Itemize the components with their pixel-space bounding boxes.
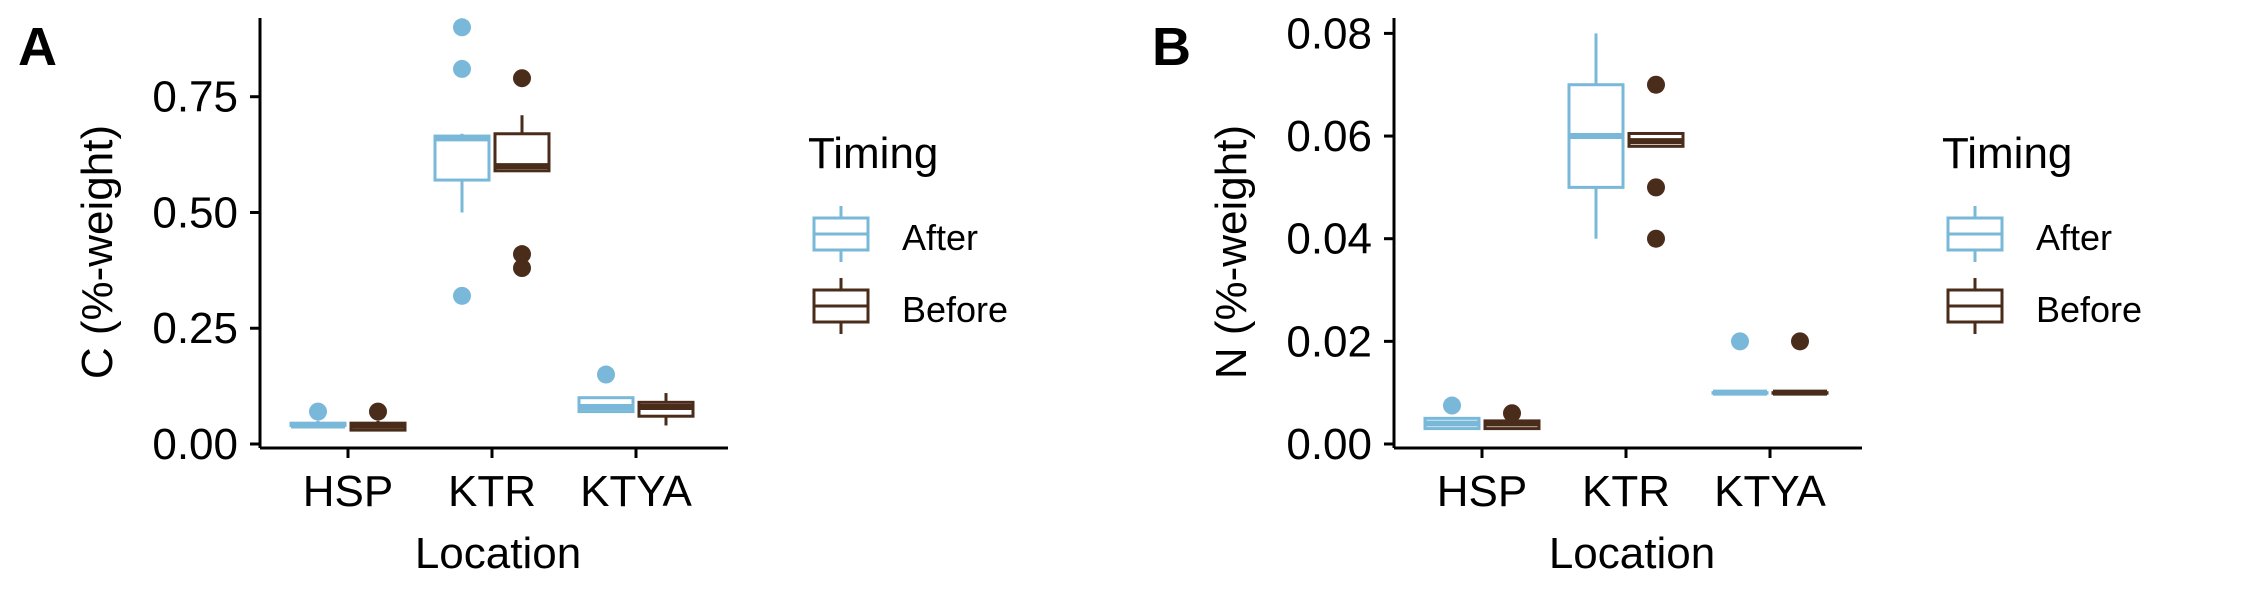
panel-b-before-ktya-outlier [1791, 332, 1809, 351]
panel-a-after-hsp-outlier [309, 402, 327, 421]
panel-b-letter: B [1152, 17, 1191, 77]
panel-b-legend-label-after: After [2036, 217, 2112, 258]
panel-a-y-tick-label: 0.75 [152, 73, 238, 122]
panel-a-y-tick-label: 0.00 [152, 420, 238, 469]
panel-a-y-axis-title: C (%-weight) [73, 125, 122, 379]
panel-b-legend-title: Timing [1942, 129, 2072, 178]
panel-b-y-tick-label: 0.06 [1286, 112, 1372, 161]
panel-a: A C (%-weight) Location 0.00 0.25 0.50 0.75… [18, 17, 1008, 578]
panel-b-y-tick-label: 0.00 [1286, 420, 1372, 469]
panel-a-legend-title: Timing [808, 129, 938, 178]
panel-a-after-ktr-outlier [453, 286, 471, 305]
panel-a-legend-keys [812, 206, 870, 334]
panel-a-x-tick-label: KTYA [580, 467, 692, 516]
panel-b-before-ktr-outlier [1647, 75, 1665, 94]
panel-b-x-axis-title: Location [1549, 529, 1715, 578]
panel-a-plot-area: 0.00 0.25 0.50 0.75 HSP KTR KTYA [152, 18, 728, 516]
panel-a-x-axis-title: Location [415, 529, 581, 578]
panel-a-legend: Timing After Before [808, 129, 1008, 334]
panel-a-before-ktr-outlier [513, 259, 531, 278]
panel-a-after-ktr-outlier [453, 18, 471, 37]
panel-a-legend-label-after: After [902, 217, 978, 258]
panel-a-after-ktr-outlier [453, 59, 471, 78]
panel-b-x-tick-label: HSP [1437, 467, 1527, 516]
panel-b-y-tick-label: 0.04 [1286, 215, 1372, 264]
panel-a-before-hsp-outlier [369, 402, 387, 421]
panel-b-plot-area: 0.00 0.02 0.04 0.06 0.08 HSP KTR KTYA [1286, 9, 1862, 516]
panel-b-before-ktr-outlier [1647, 229, 1665, 248]
panel-a-before-ktr-outlier [513, 245, 531, 264]
panel-b-legend-label-before: Before [2036, 289, 2142, 330]
panel-a-after-ktya-outlier [597, 365, 615, 384]
panel-a-y-tick-label: 0.50 [152, 188, 238, 237]
panel-b-x-tick-label: KTYA [1714, 467, 1826, 516]
panel-b-legend-keys [1946, 206, 2004, 334]
panel-a-letter: A [18, 17, 57, 77]
panel-a-x-tick-label: HSP [303, 467, 393, 516]
panel-b-after-ktya-outlier [1731, 332, 1749, 351]
panel-b-x-tick-label: KTR [1582, 467, 1670, 516]
panel-b-y-tick-label: 0.02 [1286, 317, 1372, 366]
panel-a-legend-label-before: Before [902, 289, 1008, 330]
panel-b-y-axis-title: N (%-weight) [1207, 125, 1256, 379]
panel-a-x-tick-label: KTR [448, 467, 536, 516]
panel-a-y-tick-label: 0.25 [152, 304, 238, 353]
panel-b-y-tick-label: 0.08 [1286, 9, 1372, 58]
panel-a-after-ktr-box [433, 134, 491, 182]
panel-a-before-ktr-outlier [513, 69, 531, 88]
panel-b: B N (%-weight) Location 0.00 0.02 0.04 0.06… [1152, 9, 2142, 578]
panel-b-legend: Timing After Before [1942, 129, 2142, 334]
panel-b-before-hsp-outlier [1503, 404, 1521, 423]
panel-b-before-ktr-outlier [1647, 178, 1665, 197]
panel-b-after-hsp-outlier [1443, 396, 1461, 415]
